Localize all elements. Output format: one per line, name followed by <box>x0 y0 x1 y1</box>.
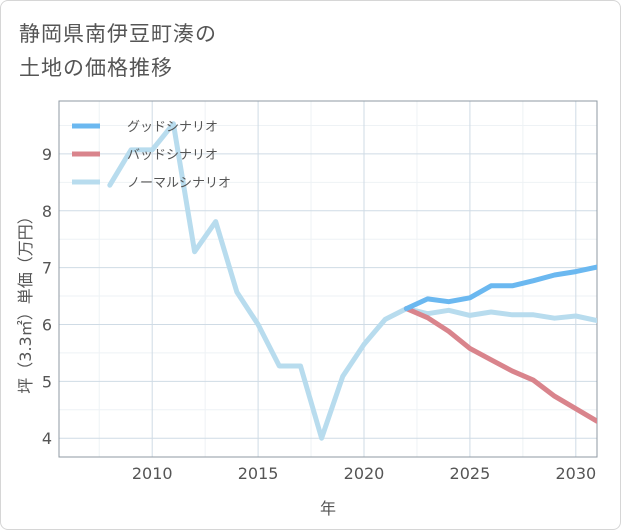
legend-label: バッドシナリオ <box>127 148 218 163</box>
series-line-0 <box>403 264 597 312</box>
x-tick-label: 2010 <box>132 464 173 483</box>
series-line-2 <box>107 121 597 441</box>
x-axis-label: 年 <box>320 499 336 518</box>
y-tick-label: 5 <box>42 372 52 391</box>
y-tick-label: 4 <box>42 429 52 448</box>
plot-area <box>58 100 598 458</box>
legend-label: グッドシナリオ <box>127 120 218 135</box>
grid <box>59 101 597 457</box>
x-tick-label: 2020 <box>344 464 385 483</box>
chart-title-line1: 静岡県南伊豆町湊の <box>19 22 217 46</box>
series-lines <box>107 121 597 441</box>
x-axis-ticks: 2010 2015 2020 2025 2030 <box>132 464 596 483</box>
x-tick-label: 2015 <box>238 464 279 483</box>
y-axis-ticks: 4 5 6 7 8 9 <box>42 145 52 448</box>
x-tick-label: 2025 <box>450 464 491 483</box>
chart-title: 静岡県南伊豆町湊の 土地の価格推移 <box>19 17 379 85</box>
legend-label: ノーマルシナリオ <box>127 176 231 191</box>
y-tick-label: 8 <box>42 202 52 221</box>
y-tick-label: 9 <box>42 145 52 164</box>
y-tick-label: 6 <box>42 315 52 334</box>
y-tick-label: 7 <box>42 259 52 278</box>
y-axis-label: 坪（3.3㎡）単価（万円） <box>16 208 35 393</box>
chart-title-line2: 土地の価格推移 <box>19 56 173 80</box>
x-tick-label: 2030 <box>555 464 596 483</box>
series-line-1 <box>403 306 597 424</box>
